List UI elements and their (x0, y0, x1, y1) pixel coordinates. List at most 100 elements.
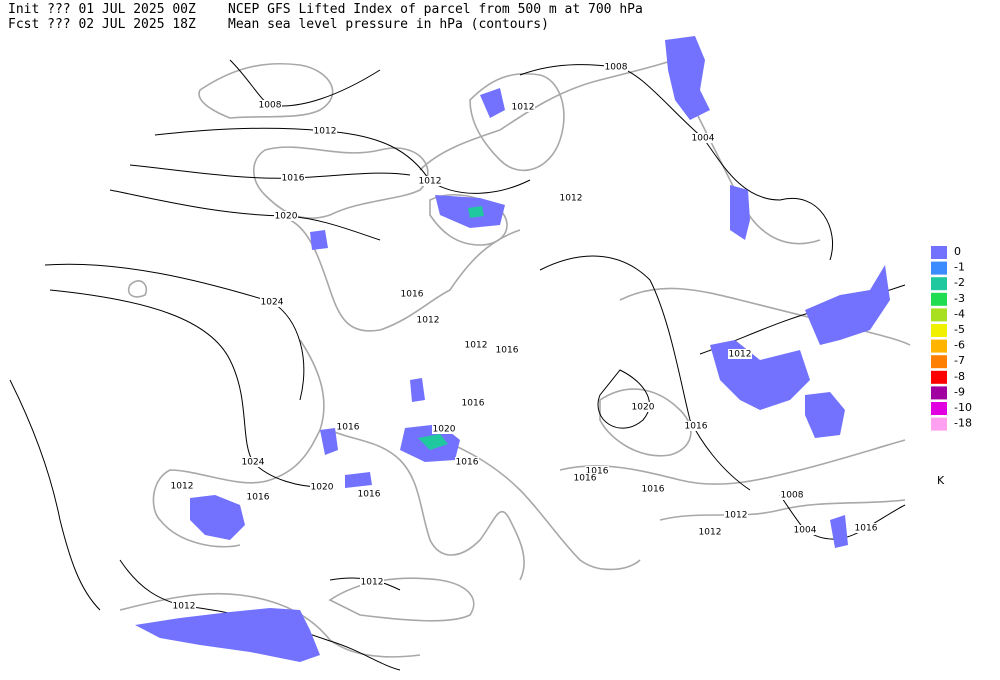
contour-label-bg (357, 489, 381, 499)
contour-label-bg (246, 492, 270, 502)
contour-label-bg (793, 525, 817, 535)
contour-label-bg (691, 133, 715, 143)
contour-label-bg (604, 62, 628, 72)
contour-label-bg (170, 481, 194, 491)
contour-label-bg (573, 473, 597, 483)
legend-swatch (931, 261, 947, 275)
contour-label-bg (684, 421, 708, 431)
contour-label: 1012 (173, 602, 196, 612)
contour-label-bg (585, 466, 609, 476)
contour-label-bg (360, 577, 384, 587)
contour-label-bg (310, 482, 334, 492)
contour-label-bg (172, 601, 196, 611)
contour-label-bg (559, 193, 583, 203)
legend-label: -2 (954, 276, 965, 289)
contour-label: 1012 (729, 350, 752, 360)
contour-label: 1016 (401, 290, 424, 300)
legend-swatch (931, 402, 947, 415)
contour-label-bg (698, 527, 722, 537)
contour-label-bg (464, 340, 488, 350)
legend-label: -1 (954, 261, 965, 274)
lifted-index-areas (135, 36, 890, 662)
map-subtitle: Mean sea level pressure in hPa (contours… (228, 17, 549, 32)
legend-swatch (931, 386, 947, 400)
legend-unit: K (937, 474, 945, 487)
legend-label: -4 (954, 307, 965, 320)
contour-label-bg (400, 289, 424, 299)
contour-label: 1016 (358, 490, 381, 500)
contour-label: 1008 (781, 491, 804, 501)
contour-label: 1016 (685, 422, 708, 432)
contour-label: 1016 (462, 399, 485, 409)
contour-label-bg (724, 510, 748, 520)
legend-swatch (931, 417, 947, 431)
contour-label: 1012 (419, 177, 442, 187)
contour-label-bg (418, 176, 442, 186)
legend-swatch (931, 339, 947, 353)
contour-label: 1012 (361, 578, 384, 588)
legend-swatch (931, 355, 947, 369)
init-line: Init ??? 01 JUL 2025 00Z (8, 2, 196, 17)
contour-label: 1020 (311, 483, 334, 493)
contour-label-bg (511, 102, 535, 112)
contour-label: 1016 (642, 485, 665, 495)
legend-label: -9 (954, 385, 965, 398)
legend-label: -3 (954, 292, 965, 305)
contour-label-bg (241, 457, 265, 467)
contour-label-bg (260, 297, 284, 307)
legend-label: -6 (954, 339, 965, 352)
contour-label: 1008 (259, 101, 282, 111)
contour-label-bg (274, 211, 298, 221)
contour-label: 1020 (433, 425, 456, 435)
contour-label: 1024 (242, 458, 265, 468)
contour-label: 1012 (512, 103, 535, 113)
contour-label-bg (313, 126, 337, 136)
contour-label-bg (461, 398, 485, 408)
contour-label-bg (728, 349, 752, 359)
contour-label: 1016 (855, 524, 878, 534)
legend: 0 -1 -2 -3 -4 -5 -6 -7 -8 -9 -10 -18 K (931, 245, 972, 487)
contour-label: 1016 (282, 174, 305, 184)
legend-label: 0 (954, 245, 961, 258)
contour-label-bg (631, 402, 655, 412)
legend-swatch (931, 308, 947, 322)
legend-swatch (931, 246, 947, 259)
contour-label-bg (780, 490, 804, 500)
legend-label: -5 (954, 323, 965, 336)
contour-label-bg (281, 173, 305, 183)
contour-labels: 1008 1012 1016 1020 1024 1012 1012 1008 1004 1012… (170, 62, 878, 612)
fcst-line: Fcst ??? 02 JUL 2025 18Z (8, 17, 196, 32)
contour-label-bg (432, 424, 456, 434)
contour-label: 1016 (337, 423, 360, 433)
contour-label: 1008 (605, 63, 628, 73)
legend-label: -8 (954, 370, 965, 383)
contour-label: 1016 (456, 458, 479, 468)
contour-label: 1024 (261, 298, 284, 308)
contour-label-bg (455, 457, 479, 467)
contour-label-bg (336, 422, 360, 432)
contour-label: 1004 (692, 134, 715, 144)
contour-label: 1016 (586, 467, 609, 477)
contour-label-bg (641, 484, 665, 494)
legend-swatch (931, 324, 947, 337)
contour-label: 1012 (699, 528, 722, 538)
contour-label: 1012 (171, 482, 194, 492)
contour-label: 1012 (314, 127, 337, 137)
contour-label: 1020 (275, 212, 298, 222)
legend-label: -10 (954, 401, 972, 414)
legend-swatch (931, 277, 947, 291)
contour-label-bg (495, 345, 519, 355)
map-title: NCEP GFS Lifted Index of parcel from 500… (228, 2, 643, 17)
contour-label: 1020 (632, 403, 655, 413)
legend-label: -18 (954, 417, 972, 430)
contour-label: 1004 (794, 526, 817, 536)
legend-swatch (931, 370, 947, 384)
contour-label-bg (416, 315, 440, 325)
contour-label-bg (854, 523, 878, 533)
contour-label: 1012 (465, 341, 488, 351)
contour-label: 1012 (560, 194, 583, 204)
contour-label-bg (258, 100, 282, 110)
contour-label: 1016 (574, 474, 597, 484)
legend-swatch (931, 292, 947, 306)
